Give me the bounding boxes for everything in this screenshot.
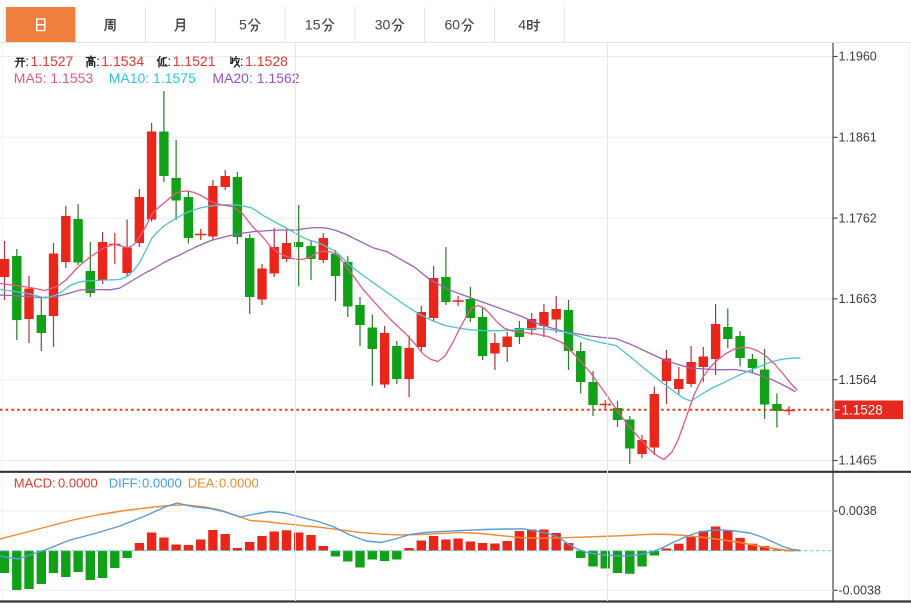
svg-text:1.1534: 1.1534	[101, 53, 144, 69]
svg-text:4: 4	[518, 17, 526, 33]
svg-text:5: 5	[239, 17, 247, 33]
svg-text:DEA:: DEA:	[188, 476, 218, 491]
svg-text:MA20: 1.1562: MA20: 1.1562	[212, 70, 299, 86]
svg-text:0.0000: 0.0000	[142, 476, 182, 491]
svg-text:15: 15	[305, 17, 321, 33]
svg-text:0.0000: 0.0000	[58, 476, 98, 491]
svg-text:0.0000: 0.0000	[219, 476, 259, 491]
svg-text:-0.0038: -0.0038	[839, 584, 881, 598]
svg-text:1.1861: 1.1861	[839, 131, 877, 145]
svg-text::: :	[96, 53, 100, 69]
svg-text:MA10: 1.1575: MA10: 1.1575	[109, 70, 196, 86]
svg-text:DIFF:: DIFF:	[109, 476, 142, 491]
svg-text::: :	[167, 53, 171, 69]
svg-text:1.1960: 1.1960	[839, 50, 877, 64]
svg-text:MACD:: MACD:	[14, 476, 56, 491]
svg-text:30: 30	[375, 17, 391, 33]
svg-text:MA5: 1.1553: MA5: 1.1553	[14, 70, 94, 86]
svg-text:1.1762: 1.1762	[839, 211, 877, 225]
svg-text:1.1663: 1.1663	[839, 292, 877, 306]
svg-text:1.1521: 1.1521	[173, 53, 216, 69]
svg-text:1.1465: 1.1465	[839, 454, 877, 468]
svg-text:1.1528: 1.1528	[245, 53, 288, 69]
svg-text:60: 60	[445, 17, 461, 33]
svg-text:1.1527: 1.1527	[31, 53, 74, 69]
svg-text:1.1528: 1.1528	[842, 403, 883, 418]
svg-text::: :	[25, 53, 29, 69]
svg-text:0.0038: 0.0038	[839, 504, 877, 518]
svg-text:1.1564: 1.1564	[839, 373, 877, 387]
svg-text::: :	[240, 53, 244, 69]
